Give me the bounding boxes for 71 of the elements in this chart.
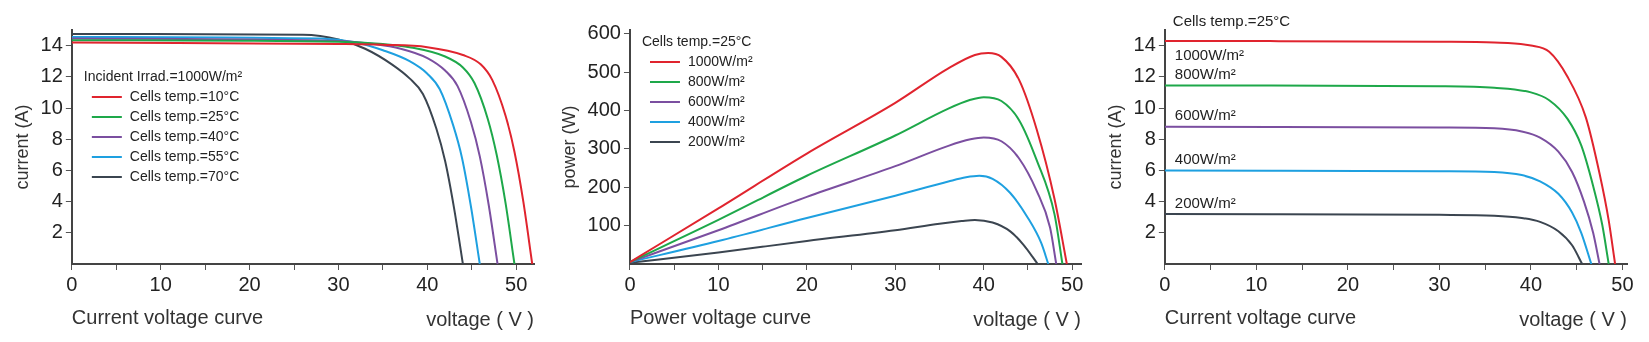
- y-tick-label: 200: [587, 174, 621, 197]
- legend-title: Incident Irrad.=1000W/m²: [83, 67, 243, 84]
- x-tick-label: 40: [416, 272, 439, 295]
- y-tick-label: 8: [1144, 126, 1156, 149]
- y-tick-label: 300: [587, 136, 621, 159]
- y-tick-label: 4: [1144, 189, 1156, 212]
- y-tick-label: 100: [587, 213, 621, 236]
- text: Cells temp.=25°C: [1172, 12, 1291, 29]
- y-tick-label: 14: [1133, 33, 1156, 56]
- text: Current voltage curve: [1164, 306, 1357, 328]
- legend-label: Cells temp.=55°C: [129, 147, 240, 164]
- legend-label: Cells temp.=70°C: [129, 167, 240, 184]
- x-tick-label: 0: [1159, 272, 1171, 295]
- line-series: [629, 136, 1057, 264]
- series-label: 1000W/m²: [1174, 45, 1245, 63]
- y-tick-label: 8: [51, 126, 63, 149]
- text: Power voltage curve: [629, 306, 811, 328]
- y-tick-label: 400: [587, 98, 621, 121]
- text: Current voltage curve: [71, 306, 264, 328]
- x-tick-label: 20: [1336, 272, 1359, 295]
- series-label: 600W/m²: [1174, 106, 1236, 124]
- series-label: 800W/m²: [1174, 65, 1236, 83]
- x-axis-title: voltage ( V ): [426, 307, 534, 330]
- x-axis-title: voltage ( V ): [1519, 307, 1627, 330]
- y-tick-label: 600: [587, 21, 621, 44]
- legend-label: 800W/m²: [687, 72, 745, 89]
- y-tick-label: 10: [40, 95, 63, 118]
- y-tick-label: 14: [40, 33, 63, 56]
- line-series: [629, 52, 1068, 264]
- y-axis-title: current (A): [11, 104, 32, 190]
- y-tick-label: 12: [40, 64, 63, 87]
- x-tick-label: 10: [706, 272, 730, 295]
- x-tick-label: 40: [972, 272, 995, 295]
- x-tick-label: 50: [505, 272, 528, 295]
- y-axis-title: power (W): [558, 105, 579, 189]
- x-tick-label: 20: [795, 272, 818, 295]
- legend-label: 200W/m²: [687, 132, 745, 149]
- line-series: [1164, 84, 1610, 264]
- x-tick-label: 10: [1245, 272, 1268, 295]
- series-label: 200W/m²: [1174, 193, 1236, 211]
- x-tick-label: 40: [1519, 272, 1543, 295]
- y-tick-label: 2: [51, 220, 63, 243]
- x-tick-label: 50: [1611, 272, 1634, 295]
- y-tick-label: 4: [51, 189, 63, 212]
- x-tick-label: 0: [66, 272, 78, 295]
- x-axis-title: voltage ( V ): [972, 307, 1081, 330]
- legend-label: 1000W/m²: [687, 52, 753, 69]
- x-tick-label: 0: [623, 272, 636, 295]
- series-label: 400W/m²: [1174, 150, 1236, 168]
- line-series: [1164, 125, 1601, 264]
- legend-label: Cells temp.=25°C: [129, 107, 240, 124]
- legend-label: Cells temp.=10°C: [129, 87, 240, 104]
- y-tick-label: 500: [587, 59, 621, 82]
- x-tick-label: 30: [883, 272, 906, 295]
- y-tick-label: 6: [1144, 157, 1156, 180]
- y-tick-label: 12: [1133, 64, 1156, 87]
- x-tick-label: 30: [327, 272, 350, 295]
- y-axis-title: current (A): [1104, 104, 1125, 190]
- y-tick-label: 6: [51, 157, 63, 180]
- line-series: [1164, 39, 1617, 264]
- x-tick-label: 50: [1060, 272, 1083, 295]
- legend-title: Cells temp.=25°C: [641, 32, 751, 49]
- y-tick-label: 2: [1144, 220, 1156, 243]
- legend-label: 600W/m²: [687, 92, 745, 109]
- x-tick-label: 30: [1428, 272, 1451, 295]
- legend-label: Cells temp.=40°C: [129, 127, 240, 144]
- y-tick-label: 10: [1133, 95, 1156, 118]
- legend-label: 400W/m²: [687, 112, 745, 129]
- line-series: [1164, 169, 1593, 264]
- x-tick-label: 20: [238, 272, 261, 295]
- x-tick-label: 10: [149, 272, 172, 295]
